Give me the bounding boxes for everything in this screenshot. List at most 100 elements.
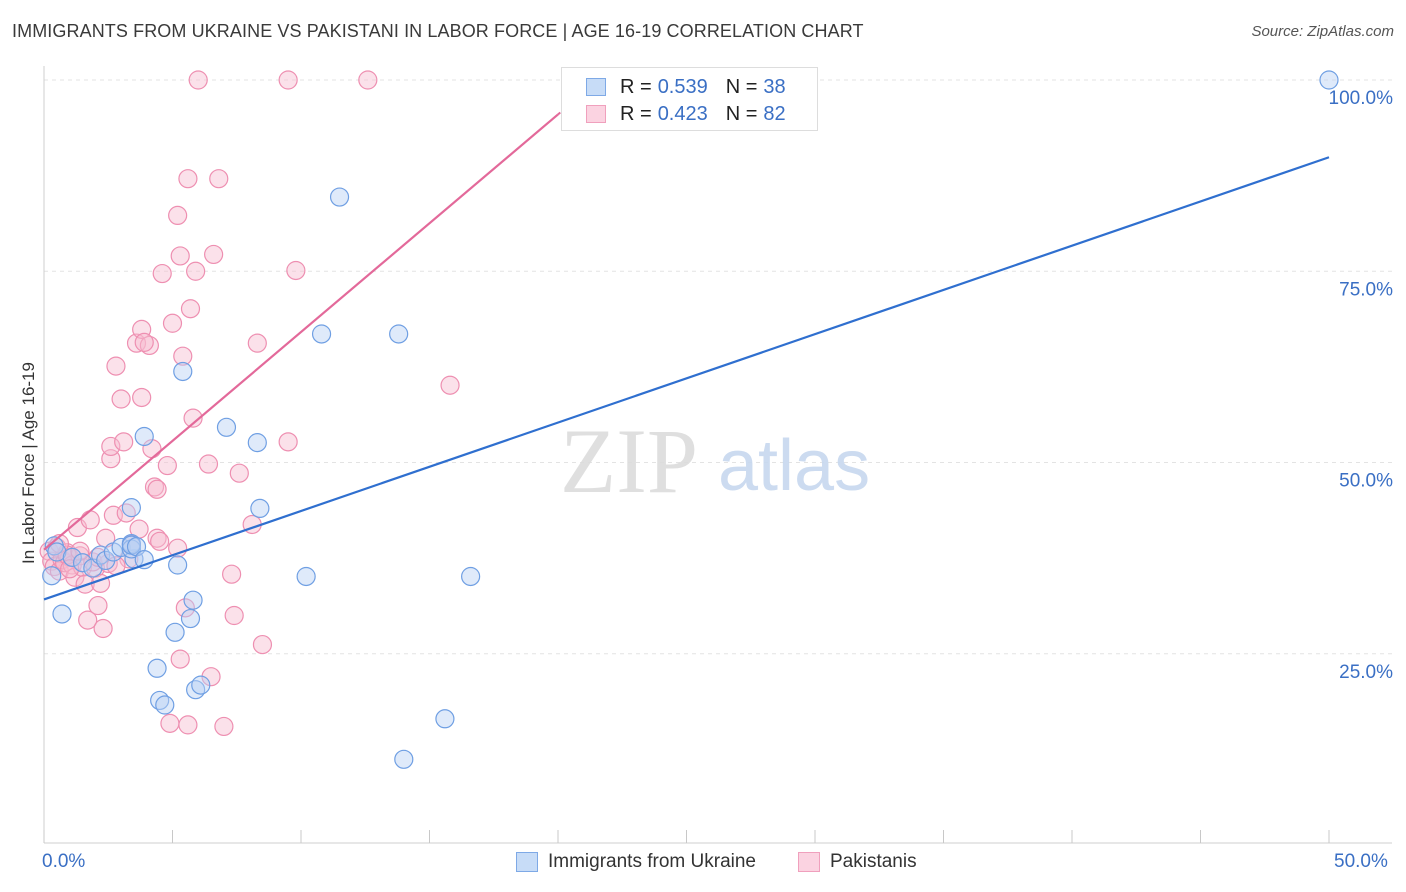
watermark: ZIP atlas <box>560 410 870 512</box>
pakistani-point <box>440 375 460 395</box>
ukraine-point <box>435 709 455 729</box>
ukraine-point <box>134 426 154 447</box>
pakistani-point <box>252 634 273 655</box>
chart-title: IMMIGRANTS FROM UKRAINE VS PAKISTANI IN … <box>12 21 864 41</box>
pakistani-point <box>286 260 306 281</box>
pakistani-point <box>162 313 183 333</box>
legend-item-pakistani[interactable]: Pakistanis <box>798 851 917 873</box>
pakistani-point <box>152 263 172 284</box>
pakistani-point <box>106 356 126 376</box>
ukraine-points <box>42 70 1339 769</box>
y-tick-label-3: 100.0% <box>1329 88 1394 109</box>
pakistani-point <box>175 598 195 618</box>
ukraine-point <box>461 566 481 587</box>
pakistani-point <box>88 595 108 616</box>
pakistani-point <box>134 332 154 352</box>
pakistani-point <box>88 547 108 567</box>
ukraine-point <box>311 324 332 344</box>
ukraine-point <box>389 324 409 344</box>
watermark-atlas: atlas <box>718 426 870 506</box>
pakistani-point <box>132 387 152 408</box>
ukraine-swatch <box>516 852 538 872</box>
ukraine-point <box>191 675 211 695</box>
pakistani-point <box>183 408 203 428</box>
n-value: 38 <box>763 75 786 98</box>
n-label: N = <box>725 75 758 98</box>
pakistani-point <box>278 432 298 452</box>
ukraine-point <box>394 749 414 769</box>
pakistani-point <box>111 389 131 409</box>
pakistani-point <box>70 541 90 561</box>
y-tick-label-2: 75.0% <box>1339 279 1393 300</box>
ukraine-point <box>42 566 62 586</box>
stats-legend: R = 0.539 N = 38 R = 0.423 N = 82 <box>561 67 818 131</box>
pakistani-point <box>139 335 159 356</box>
gridlines <box>44 79 1392 655</box>
pakistani-point <box>178 715 198 735</box>
pakistani-point <box>178 169 198 189</box>
legend-row-ukraine: R = 0.539 N = 38 <box>586 75 786 99</box>
pakistani-point <box>150 531 170 551</box>
n-label: N = <box>725 102 758 125</box>
y-tick-label-0: 25.0% <box>1339 662 1393 683</box>
pakistani-point <box>170 649 190 669</box>
ukraine-point <box>1319 70 1339 90</box>
pakistani-point <box>198 454 219 474</box>
pakistani-point <box>173 346 193 366</box>
pakistani-point <box>170 246 190 266</box>
pakistani-point <box>204 244 224 265</box>
pakistani-point <box>278 70 298 90</box>
pakistani-point <box>144 477 165 497</box>
pakistani-point <box>188 70 208 90</box>
pakistani-point <box>222 564 242 584</box>
pakistani-swatch <box>586 105 606 123</box>
pakistani-point <box>114 432 134 452</box>
ukraine-point <box>155 695 175 715</box>
r-value: 0.423 <box>657 102 708 125</box>
pakistani-point <box>101 436 121 457</box>
legend-label-ukraine: Immigrants from Ukraine <box>548 851 756 872</box>
n-value: 82 <box>763 102 786 125</box>
ukraine-point <box>121 498 141 518</box>
ukraine-point <box>47 542 67 562</box>
pakistani-point <box>229 463 249 483</box>
pakistani-point <box>168 205 188 226</box>
ukraine-swatch <box>586 78 606 96</box>
pakistani-point <box>214 716 234 737</box>
pakistani-point <box>147 528 167 548</box>
ukraine-point <box>296 566 316 587</box>
ukraine-point <box>173 361 193 382</box>
watermark-zip: ZIP <box>560 410 698 512</box>
trend-lines <box>43 81 1330 601</box>
pakistani-point <box>157 455 177 476</box>
axes <box>43 66 1392 844</box>
ukraine-point <box>168 555 188 575</box>
pakistani-point <box>116 503 136 523</box>
ukraine-point <box>250 498 270 518</box>
pakistani-point <box>93 618 113 639</box>
legend-label-pakistani: Pakistanis <box>830 851 917 872</box>
pakistani-point <box>247 333 267 353</box>
ukraine-point <box>180 608 201 629</box>
ukraine-trend-line <box>43 156 1330 601</box>
pakistani-swatch <box>798 852 820 872</box>
pakistani-point <box>224 605 244 626</box>
pakistani-point <box>358 70 378 90</box>
pakistani-point <box>78 610 98 630</box>
pakistani-point <box>186 261 206 281</box>
ukraine-point <box>247 433 267 453</box>
y-tick-labels: 25.0% 50.0% 75.0% 100.0% <box>1329 88 1394 683</box>
ukraine-point <box>147 658 167 678</box>
r-label: R = <box>620 102 652 125</box>
ukraine-point <box>183 590 203 610</box>
pakistani-point <box>147 479 167 499</box>
ukraine-point <box>62 547 82 567</box>
source-label: Source: ZipAtlas.com <box>1251 23 1394 40</box>
ukraine-point <box>165 622 185 642</box>
pakistani-trend-line <box>43 113 559 551</box>
legend-item-ukraine[interactable]: Immigrants from Ukraine <box>516 851 756 873</box>
r-value: 0.539 <box>657 75 708 98</box>
ukraine-point <box>72 553 93 573</box>
y-tick-label-1: 50.0% <box>1339 471 1393 492</box>
x-tick-label-max: 50.0% <box>1334 851 1388 872</box>
